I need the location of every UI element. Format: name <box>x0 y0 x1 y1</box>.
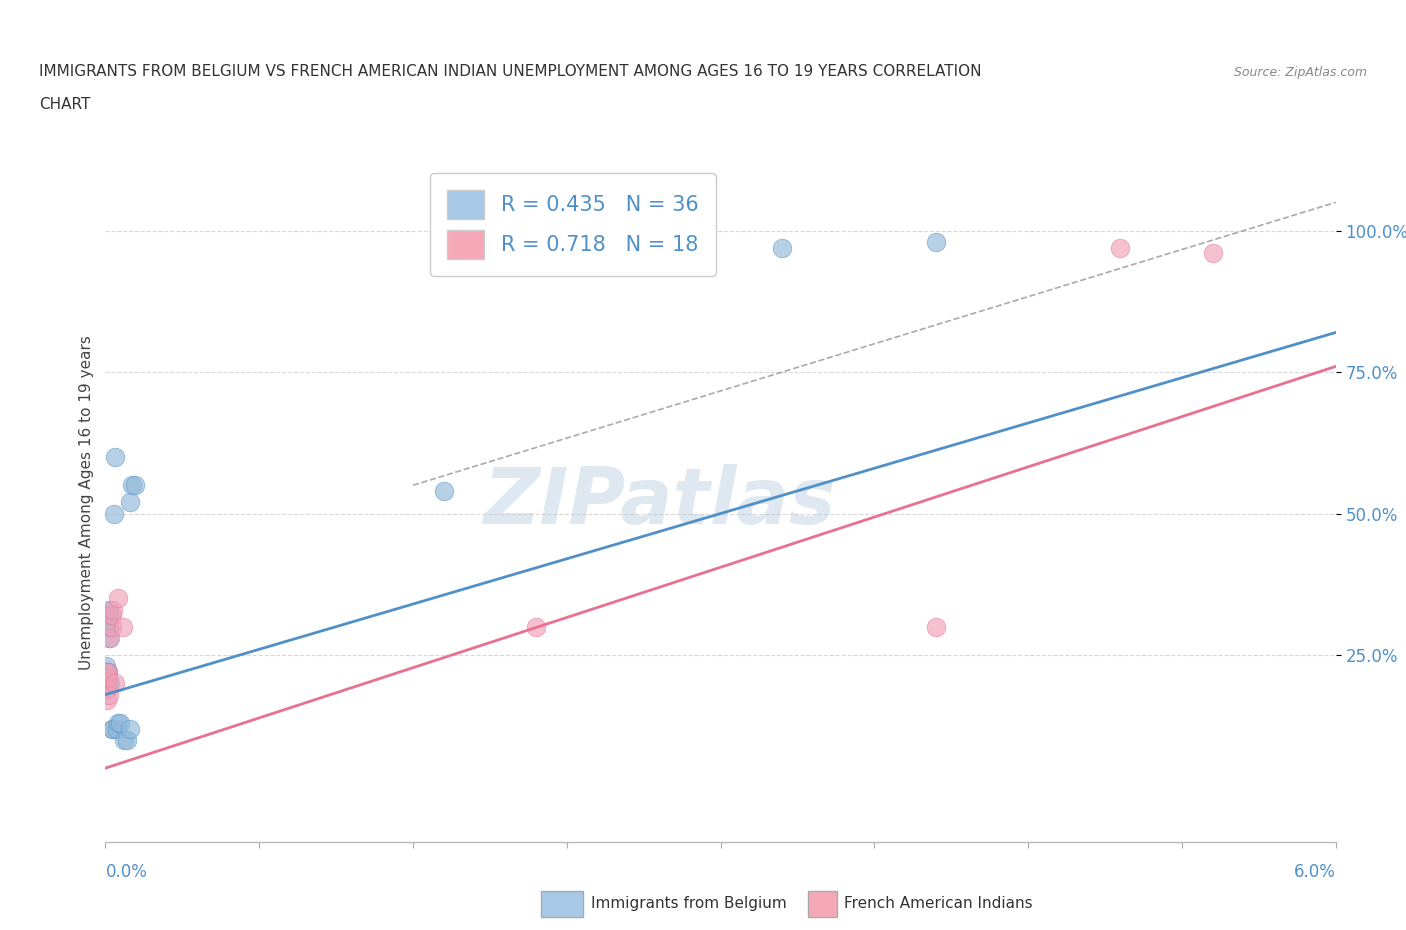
Point <box>111 619 134 634</box>
Point <box>101 721 124 736</box>
Point <box>94 665 117 680</box>
Point <box>433 484 456 498</box>
Y-axis label: Unemployment Among Ages 16 to 19 years: Unemployment Among Ages 16 to 19 years <box>79 335 94 670</box>
Point <box>925 234 948 249</box>
Point <box>96 693 118 708</box>
Point <box>96 671 118 685</box>
Point <box>96 671 118 685</box>
Point <box>770 240 793 255</box>
Text: Source: ZipAtlas.com: Source: ZipAtlas.com <box>1233 66 1367 79</box>
Text: CHART: CHART <box>39 97 91 112</box>
Point <box>524 619 547 634</box>
Point <box>96 671 118 685</box>
Point <box>103 506 125 521</box>
Point <box>124 478 146 493</box>
Point <box>97 608 120 623</box>
Point <box>97 676 120 691</box>
Point <box>94 665 117 680</box>
Point <box>120 721 141 736</box>
Point <box>94 676 117 691</box>
Text: 6.0%: 6.0% <box>1294 863 1336 882</box>
Point <box>98 608 121 623</box>
Point <box>97 665 120 680</box>
Point <box>96 676 118 691</box>
Point <box>110 715 132 730</box>
Point <box>100 619 122 634</box>
Text: 0.0%: 0.0% <box>105 863 148 882</box>
Point <box>1202 246 1225 260</box>
Point <box>96 682 118 697</box>
Point <box>104 449 127 464</box>
Point <box>98 676 122 691</box>
Point <box>107 715 129 730</box>
Point <box>94 676 117 691</box>
Point <box>98 603 121 618</box>
Text: ZIPatlas: ZIPatlas <box>482 464 835 540</box>
Point <box>115 733 138 748</box>
Point <box>94 671 117 685</box>
Point <box>96 682 118 697</box>
Text: French American Indians: French American Indians <box>844 897 1032 911</box>
Point <box>97 619 120 634</box>
Point <box>105 721 128 736</box>
Point <box>97 619 120 634</box>
Point <box>120 495 141 510</box>
Point <box>98 687 121 702</box>
Legend: R = 0.435   N = 36, R = 0.718   N = 18: R = 0.435 N = 36, R = 0.718 N = 18 <box>430 173 716 276</box>
Point <box>101 603 124 618</box>
Text: IMMIGRANTS FROM BELGIUM VS FRENCH AMERICAN INDIAN UNEMPLOYMENT AMONG AGES 16 TO : IMMIGRANTS FROM BELGIUM VS FRENCH AMERIC… <box>39 64 981 79</box>
Text: Immigrants from Belgium: Immigrants from Belgium <box>591 897 786 911</box>
Point <box>121 478 143 493</box>
Point <box>96 682 118 697</box>
Point <box>100 608 122 623</box>
Point <box>97 631 120 645</box>
Point <box>98 631 122 645</box>
Point <box>100 721 122 736</box>
Point <box>925 619 948 634</box>
Point <box>97 665 120 680</box>
Point <box>94 658 117 673</box>
Point <box>107 591 129 605</box>
Point <box>96 665 118 680</box>
Point <box>96 676 118 691</box>
Point <box>104 676 127 691</box>
Point <box>112 733 135 748</box>
Point <box>1109 240 1132 255</box>
